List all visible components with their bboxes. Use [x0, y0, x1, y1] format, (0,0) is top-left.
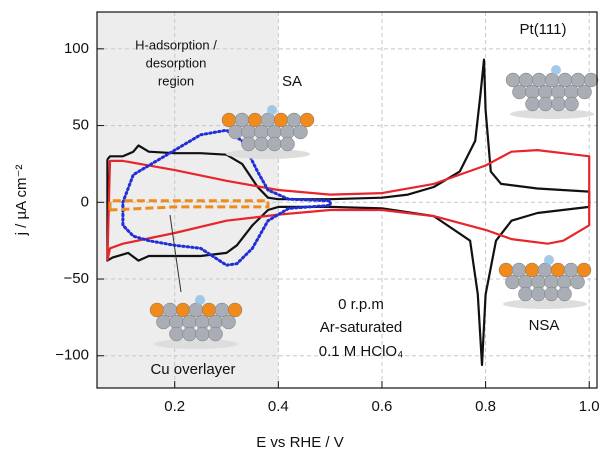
atom	[299, 112, 315, 128]
atom	[201, 302, 217, 318]
x-axis-label: E vs RHE / V	[256, 434, 344, 451]
x-tick-label: 0.6	[372, 398, 393, 415]
atom	[557, 72, 573, 88]
y-tick-label: −50	[64, 270, 89, 287]
atom	[227, 302, 243, 318]
annotation: desorption	[146, 55, 207, 70]
annotation: Pt(111)	[520, 21, 567, 38]
atom	[511, 262, 527, 278]
atom	[550, 262, 566, 278]
atom	[228, 124, 243, 140]
x-tick-label: 0.2	[164, 398, 185, 415]
atom	[188, 302, 204, 318]
atom	[498, 262, 514, 278]
atom	[551, 96, 566, 112]
atom	[577, 84, 592, 100]
atom	[531, 72, 547, 88]
atom	[570, 72, 586, 88]
pointer-line	[169, 214, 182, 293]
cv-curve	[121, 128, 332, 267]
atom	[537, 262, 553, 278]
annotation: SA	[282, 73, 302, 90]
y-tick-label: 50	[72, 117, 89, 134]
annotation: Ar-saturated	[320, 319, 403, 336]
atom	[538, 96, 553, 112]
shadow	[503, 299, 587, 309]
adsorbate	[544, 255, 554, 265]
particle-illustration	[221, 105, 315, 159]
atom	[214, 302, 230, 318]
particle-illustration	[505, 65, 599, 119]
atom	[570, 274, 585, 290]
atom	[221, 314, 236, 330]
shadow	[510, 109, 594, 119]
atom	[195, 326, 210, 342]
atom	[156, 314, 171, 330]
y-axis-label: j / µA cm⁻²	[13, 165, 30, 237]
annotation: Cu overlayer	[150, 361, 235, 378]
atom	[583, 72, 599, 88]
atom	[169, 326, 184, 342]
adsorbate	[195, 295, 205, 305]
atom	[273, 112, 289, 128]
atom	[234, 112, 250, 128]
adsorbate	[551, 65, 561, 75]
atom	[518, 72, 534, 88]
atom	[544, 72, 560, 88]
plot-frame	[96, 11, 598, 389]
annotation: 0.1 M HClO₄	[319, 343, 403, 360]
atom	[512, 84, 527, 100]
y-tick-label: 0	[81, 193, 89, 210]
atom	[221, 112, 237, 128]
atom	[241, 136, 256, 152]
adsorbate	[267, 105, 277, 115]
particle-illustration	[149, 295, 243, 349]
atom	[149, 302, 165, 318]
atom	[518, 286, 533, 302]
atom	[260, 112, 276, 128]
x-tick-label: 0.4	[268, 398, 289, 415]
atom	[293, 124, 308, 140]
atom	[254, 136, 269, 152]
atom	[505, 72, 521, 88]
shadow	[154, 339, 238, 349]
x-tick-label: 0.8	[475, 398, 496, 415]
annotation: 0 r.p.m	[338, 296, 384, 313]
cv-curve	[108, 199, 270, 212]
annotation: NSA	[529, 317, 560, 334]
atom	[208, 326, 223, 342]
atom	[544, 286, 559, 302]
atom	[576, 262, 592, 278]
annotation: region	[158, 73, 194, 88]
atom	[280, 136, 295, 152]
atom	[175, 302, 191, 318]
atom	[247, 112, 263, 128]
atom	[557, 286, 572, 302]
annotation: H-adsorption /	[135, 37, 217, 52]
y-tick-label: 100	[64, 40, 89, 57]
atom	[531, 286, 546, 302]
atom	[505, 274, 520, 290]
cv-curve	[106, 149, 591, 261]
atom	[563, 262, 579, 278]
atom	[525, 96, 540, 112]
y-tick-label: −100	[55, 347, 89, 364]
shadow	[226, 149, 310, 159]
x-tick-label: 1.0	[579, 398, 600, 415]
atom	[267, 136, 282, 152]
atom	[286, 112, 302, 128]
atom	[182, 326, 197, 342]
atom	[564, 96, 579, 112]
atom	[524, 262, 540, 278]
particle-illustration	[498, 255, 592, 309]
atom	[162, 302, 178, 318]
